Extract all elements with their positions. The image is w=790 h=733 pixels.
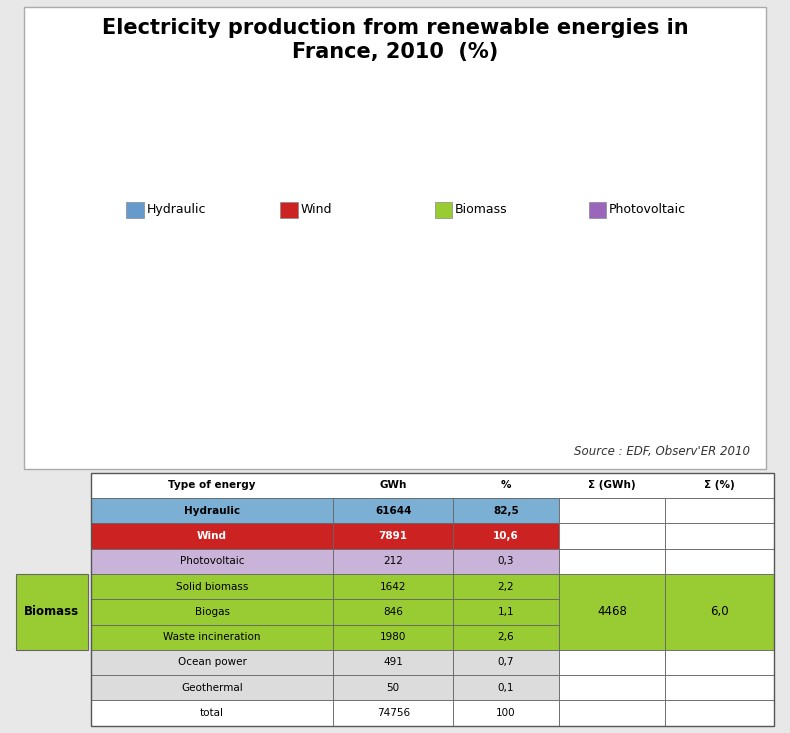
Text: 0,7: 0,7 <box>498 658 514 668</box>
Text: 1%: 1% <box>319 235 347 253</box>
Text: Σ (GWh): Σ (GWh) <box>588 480 636 490</box>
Text: Hydraulic: Hydraulic <box>147 203 206 216</box>
Text: Biomass: Biomass <box>24 605 79 619</box>
Text: 100: 100 <box>496 708 516 718</box>
Text: Type of energy: Type of energy <box>168 480 256 490</box>
Text: 1,1: 1,1 <box>498 607 514 617</box>
Text: 74756: 74756 <box>377 708 410 718</box>
Text: Ocean power: Ocean power <box>178 658 246 668</box>
Text: 50: 50 <box>386 682 400 693</box>
Text: 82,5: 82,5 <box>493 506 519 516</box>
Text: 10,6: 10,6 <box>493 531 519 541</box>
Text: Geothermal: Geothermal <box>181 682 243 693</box>
Text: 0,3: 0,3 <box>498 556 514 567</box>
Text: 82%: 82% <box>359 361 399 380</box>
Text: 2,2: 2,2 <box>498 581 514 592</box>
Text: Wind: Wind <box>301 203 333 216</box>
Text: 0,1: 0,1 <box>498 682 514 693</box>
Text: 7891: 7891 <box>378 531 408 541</box>
Text: Source : EDF, Observ'ER 2010: Source : EDF, Observ'ER 2010 <box>574 445 750 458</box>
Wedge shape <box>186 226 321 340</box>
Text: total: total <box>200 708 224 718</box>
Text: Biomass: Biomass <box>455 203 508 216</box>
Text: 2,6: 2,6 <box>498 632 514 642</box>
Text: Wind: Wind <box>198 531 228 541</box>
Wedge shape <box>318 217 321 340</box>
Text: 6%: 6% <box>217 245 246 262</box>
Text: Biogas: Biogas <box>194 607 230 617</box>
Text: 846: 846 <box>383 607 403 617</box>
Text: GWh: GWh <box>379 480 407 490</box>
Text: 11%: 11% <box>252 296 292 314</box>
Text: Σ (%): Σ (%) <box>704 480 735 490</box>
Text: Electricity production from renewable energies in
France, 2010  (%): Electricity production from renewable en… <box>102 18 688 62</box>
Text: 1642: 1642 <box>380 581 407 592</box>
Text: Waste incineration: Waste incineration <box>164 632 261 642</box>
Text: Hydraulic: Hydraulic <box>184 506 240 516</box>
Text: 6,0: 6,0 <box>710 605 729 619</box>
Text: 491: 491 <box>383 658 403 668</box>
Text: Solid biomass: Solid biomass <box>176 581 248 592</box>
Text: 212: 212 <box>383 556 403 567</box>
Text: 4468: 4468 <box>597 605 626 619</box>
Text: Photovoltaic: Photovoltaic <box>180 556 244 567</box>
Wedge shape <box>261 217 321 340</box>
Text: 61644: 61644 <box>375 506 412 516</box>
Wedge shape <box>167 217 475 463</box>
Text: Photovoltaic: Photovoltaic <box>609 203 687 216</box>
Text: 1980: 1980 <box>380 632 406 642</box>
Text: %: % <box>501 480 511 490</box>
